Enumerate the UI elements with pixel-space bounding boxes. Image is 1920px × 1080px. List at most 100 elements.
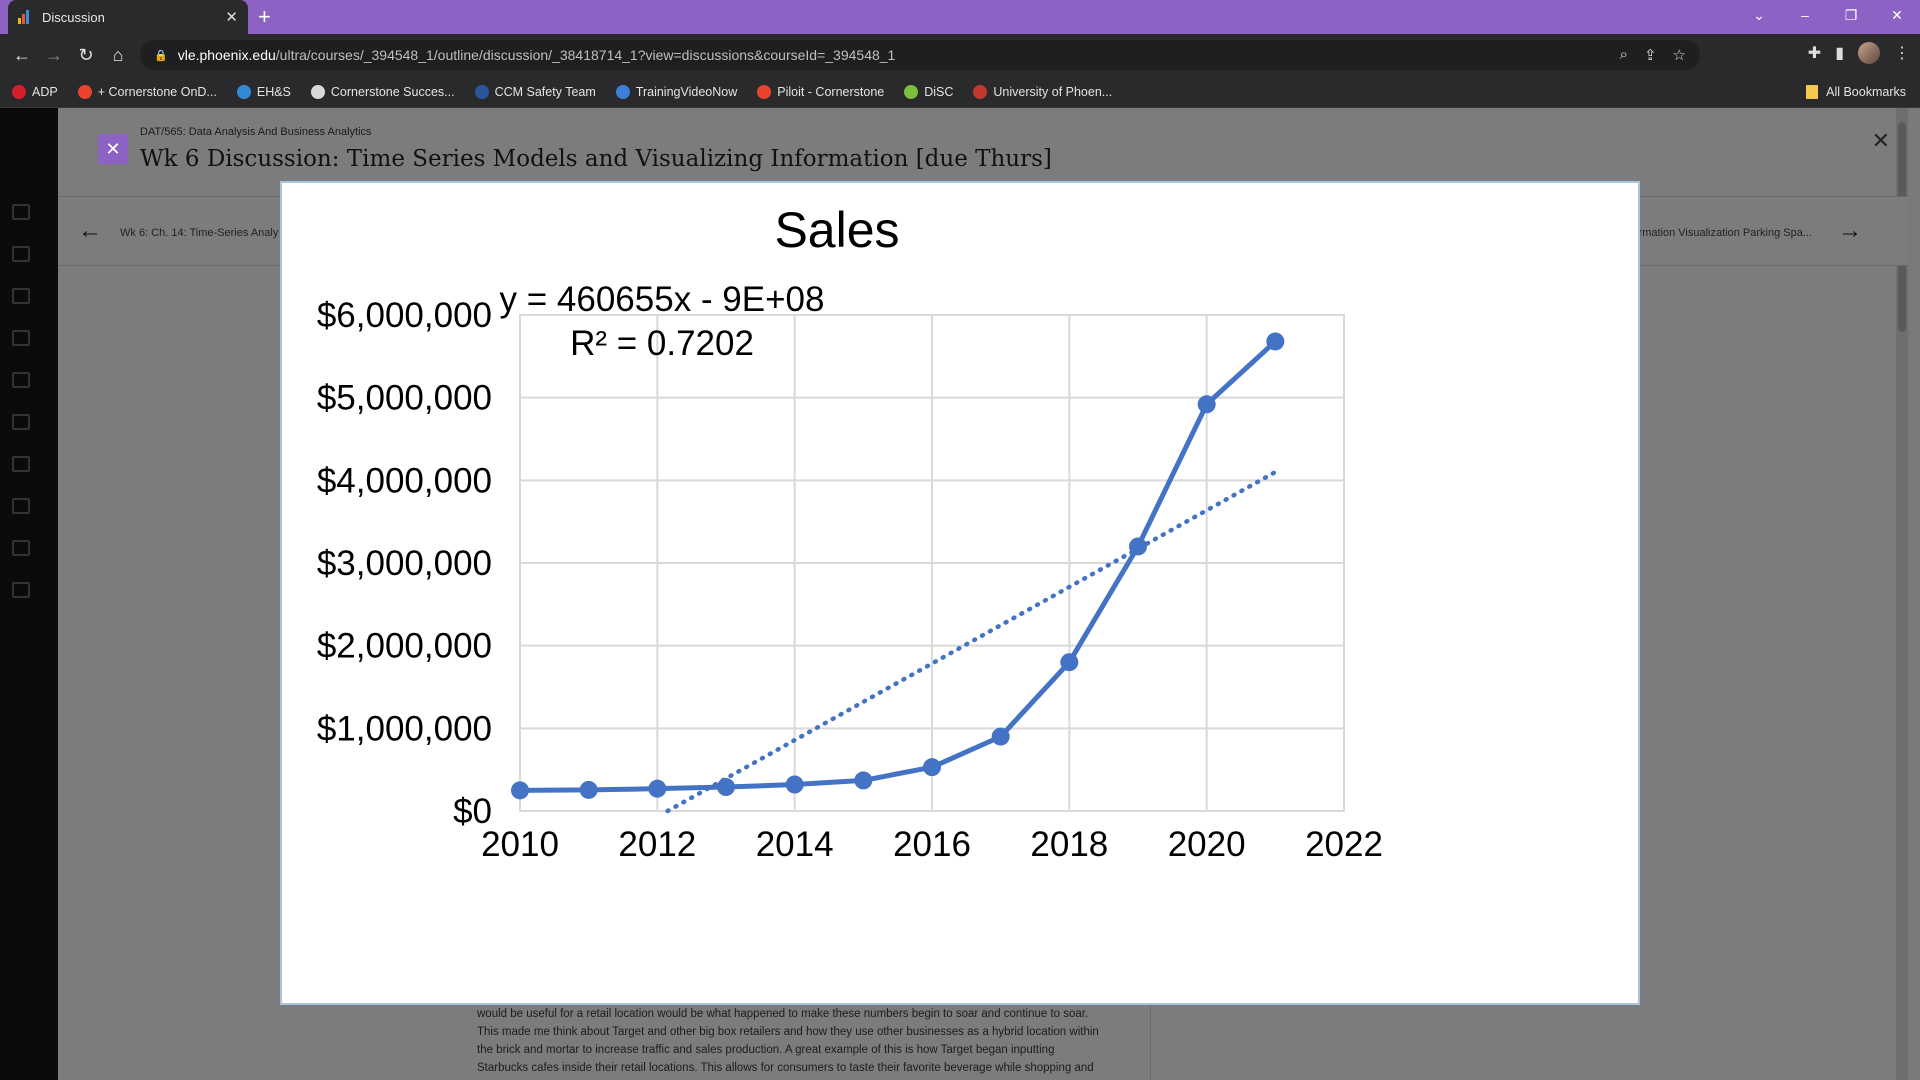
data-point	[579, 780, 598, 799]
x-tick-label: 2010	[481, 825, 559, 864]
arrow-left-icon[interactable]: ←	[78, 217, 102, 244]
nav-icon[interactable]	[12, 582, 30, 598]
bookmark-label: University of Phoen...	[993, 84, 1113, 99]
restore-icon[interactable]: ❐	[1844, 7, 1858, 23]
bookmark-label: EH&S	[256, 84, 291, 99]
previous-item-link[interactable]: Wk 6: Ch. 14: Time-Series Analy	[120, 227, 279, 239]
y-tick-label: $2,000,000	[317, 627, 492, 666]
data-point	[1197, 395, 1216, 414]
close-panel-button[interactable]: ✕	[98, 134, 128, 164]
bookmark-label: CCM Safety Team	[494, 84, 596, 99]
next-item-link[interactable]: nformation Visualization Parking Spa...	[1623, 227, 1812, 239]
data-point	[854, 771, 873, 790]
bookmark-favicon-icon	[12, 84, 26, 99]
left-rail	[0, 108, 58, 1080]
tab-title: Discussion	[42, 9, 105, 25]
forward-icon[interactable]: →	[45, 44, 63, 65]
bookmarks-bar: ADP + Cornerstone OnD... EH&S Cornerstone S…	[0, 76, 1920, 108]
y-tick-label: $5,000,000	[317, 379, 492, 418]
zoom-icon[interactable]: ⌕	[1619, 46, 1628, 63]
browser-tab[interactable]: Discussion ✕	[8, 0, 248, 34]
bookmark-label: + Cornerstone OnD...	[97, 84, 217, 99]
menu-icon[interactable]: ⋮	[1894, 45, 1910, 62]
data-point	[1060, 653, 1079, 672]
nav-icon[interactable]	[12, 456, 30, 472]
bookmark-favicon-icon	[904, 84, 919, 99]
url-path: /ultra/courses/_394548_1/outline/discuss…	[275, 47, 896, 63]
all-bookmarks-label: All Bookmarks	[1826, 84, 1906, 99]
close-tab-icon[interactable]: ✕	[225, 9, 238, 26]
bookmark-item[interactable]: Piloit - Cornerstone	[757, 84, 884, 99]
side-panel-icon[interactable]: ▮	[1835, 45, 1844, 62]
bookmark-item[interactable]: EH&S	[236, 84, 291, 99]
bookmark-item[interactable]: CCM Safety Team	[474, 84, 596, 99]
new-tab-icon[interactable]: +	[258, 4, 271, 29]
post-line: the brick and mortar to increase traffic…	[477, 1044, 1055, 1056]
x-tick-label: 2016	[893, 825, 971, 864]
bookmark-label: TrainingVideoNow	[635, 84, 738, 99]
nav-icon[interactable]	[12, 414, 30, 430]
nav-icon[interactable]	[12, 288, 30, 304]
bookmark-label: ADP	[32, 84, 58, 99]
extensions-icon[interactable]: ✚	[1807, 45, 1822, 62]
divider	[1150, 988, 1151, 1080]
folder-icon	[1806, 84, 1819, 99]
bookmark-item[interactable]: University of Phoen...	[973, 84, 1113, 99]
bookmark-favicon-icon	[77, 84, 92, 99]
bookmark-item[interactable]: Cornerstone Succes...	[310, 84, 455, 99]
lock-icon[interactable]: 🔒	[154, 49, 168, 62]
bookmark-favicon-icon	[757, 84, 772, 99]
reload-icon[interactable]: ↻	[78, 44, 94, 65]
post-body: would be useful for a retail location wo…	[477, 1005, 1127, 1077]
y-tick-label: $3,000,000	[317, 544, 492, 583]
back-icon[interactable]: ←	[13, 44, 31, 65]
bar-chart-icon	[18, 10, 32, 24]
bookmark-label: DiSC	[924, 84, 954, 99]
y-tick-label: $0	[453, 792, 492, 831]
bookmark-item[interactable]: TrainingVideoNow	[615, 84, 738, 99]
home-icon[interactable]: ⌂	[112, 44, 124, 65]
chart-title: Sales	[774, 202, 899, 258]
minimize-icon[interactable]: –	[1801, 7, 1809, 23]
post-line: would be useful for a retail location wo…	[477, 1008, 1089, 1020]
data-point	[1129, 537, 1147, 556]
x-tick-label: 2018	[1030, 825, 1108, 864]
data-point	[648, 779, 667, 798]
share-icon[interactable]: ⇪	[1643, 47, 1657, 64]
sales-chart: Sales $0 $1,000,000 $2,000,000 $3,000,000 $4,…	[317, 202, 1383, 864]
trendline	[665, 469, 1278, 814]
data-point	[511, 781, 529, 800]
tab-search-icon[interactable]: ⌄	[1753, 7, 1765, 23]
bookmark-item[interactable]: ADP	[12, 84, 58, 99]
nav-icon[interactable]	[12, 330, 30, 346]
nav-icon[interactable]	[12, 204, 30, 220]
close-icon[interactable]: ✕	[1871, 128, 1890, 153]
x-tick-label: 2022	[1305, 825, 1383, 864]
post-line: This made me think about Target and othe…	[477, 1026, 1099, 1038]
nav-icon[interactable]	[12, 498, 30, 514]
page-title: Wk 6 Discussion: Time Series Models and …	[140, 146, 1052, 172]
series-line	[519, 339, 1278, 793]
star-icon[interactable]: ☆	[1672, 47, 1686, 64]
profile-avatar[interactable]	[1858, 42, 1880, 64]
address-bar[interactable]: 🔒 vle.phoenix.edu /ultra/courses/_394548…	[140, 40, 1700, 70]
all-bookmarks-button[interactable]: All Bookmarks	[1806, 84, 1906, 99]
y-tick-label: $1,000,000	[317, 709, 492, 748]
browser-toolbar: ← → ↻ ⌂ 🔒 vle.phoenix.edu /ultra/courses…	[0, 34, 1920, 76]
bookmark-favicon-icon	[973, 84, 988, 99]
trendline-r-squared: R² = 0.7202	[570, 324, 754, 363]
arrow-right-icon[interactable]: →	[1838, 217, 1862, 244]
course-code: DAT/565: Data Analysis And Business Anal…	[140, 126, 372, 138]
nav-icon[interactable]	[12, 246, 30, 262]
nav-icon[interactable]	[12, 372, 30, 388]
nav-icon[interactable]	[12, 540, 30, 556]
bookmark-favicon-icon	[236, 84, 251, 99]
data-point	[785, 775, 804, 794]
trendline-equation: y = 460655x - 9E+08	[500, 280, 825, 319]
bookmark-item[interactable]: DiSC	[904, 84, 954, 99]
bookmark-item[interactable]: + Cornerstone OnD...	[77, 84, 217, 99]
data-point	[991, 727, 1010, 746]
y-tick-label: $6,000,000	[317, 296, 492, 335]
browser-titlebar: Discussion ✕ + ⌄ – ❐ ✕	[0, 0, 1920, 34]
close-window-icon[interactable]: ✕	[1891, 7, 1903, 23]
